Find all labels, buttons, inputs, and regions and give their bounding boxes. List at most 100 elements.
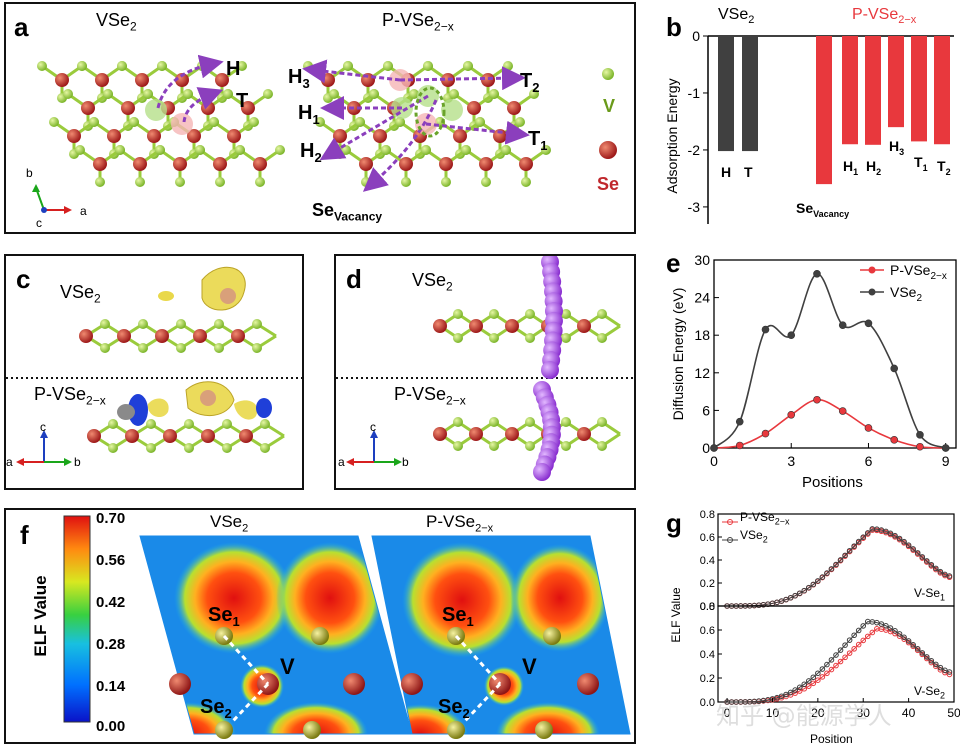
pvse2-side-chain xyxy=(87,419,285,453)
y-tick-label: 0.8 xyxy=(700,601,715,613)
v-atom xyxy=(157,61,167,71)
v-atom xyxy=(561,441,571,451)
v-atom xyxy=(423,61,433,71)
v-atom xyxy=(409,89,419,99)
profile-point xyxy=(851,646,857,652)
legend-marker-red xyxy=(868,266,876,274)
v-atom xyxy=(597,309,607,319)
v-atom xyxy=(449,89,459,99)
v-atom xyxy=(453,441,463,451)
v-atom xyxy=(525,333,535,343)
data-point xyxy=(735,417,744,426)
x-tick-label: 6 xyxy=(865,453,873,469)
v-atom xyxy=(275,145,285,155)
x-tick-label: 0 xyxy=(710,453,718,469)
panel-c-top-title: VSe2 xyxy=(60,282,101,306)
charge-blob-bottom-2 xyxy=(147,398,169,418)
profile-point xyxy=(805,683,812,689)
y-tick-label: 0.6 xyxy=(700,625,715,637)
se-atom xyxy=(201,429,215,443)
profile-point xyxy=(892,627,898,634)
y-tick-label: -1 xyxy=(688,85,701,101)
profile-point xyxy=(933,661,939,668)
profile-point xyxy=(928,657,935,664)
profile-point xyxy=(923,558,930,564)
profile-point xyxy=(896,535,903,542)
se-atom xyxy=(399,157,413,171)
v-atom xyxy=(75,145,85,155)
charge-blob-bottom-3 xyxy=(234,400,258,420)
y-tick-label: -3 xyxy=(688,199,701,215)
se-atom xyxy=(121,101,135,115)
se-atom xyxy=(173,157,187,171)
se-atom xyxy=(239,429,253,443)
data-point xyxy=(735,441,744,450)
profile-point xyxy=(869,629,876,636)
y-tick-label: 0.0 xyxy=(700,601,715,613)
axis-a-head xyxy=(64,206,72,214)
d-axis-label-c: c xyxy=(370,420,376,434)
v-atom xyxy=(175,177,185,187)
site-label-h1: H1 xyxy=(298,102,320,127)
v-atom xyxy=(135,177,145,187)
se-atom xyxy=(507,101,521,115)
v-atom xyxy=(383,61,393,71)
v-atom xyxy=(138,343,148,353)
panel-c-label: c xyxy=(16,264,31,294)
v-atom xyxy=(100,343,110,353)
panel-c-frame xyxy=(4,254,304,490)
panel-b-label: b xyxy=(666,12,682,42)
se-atom xyxy=(135,73,149,87)
profile-point xyxy=(810,581,817,588)
data-point xyxy=(710,444,718,452)
axis-c-head xyxy=(40,430,48,438)
profile-point xyxy=(837,658,844,665)
v-atom xyxy=(489,441,499,451)
v-atom xyxy=(561,417,571,427)
plot-frame xyxy=(713,259,957,449)
v-atom xyxy=(138,319,148,329)
legend-marker-red xyxy=(727,519,733,525)
profile-point xyxy=(937,568,944,575)
profile-point xyxy=(815,670,821,677)
legend-e-red: P-VSe2−x xyxy=(890,262,947,282)
panel-e-chart: 0 6 12 18 24 30 0 3 6 9 xyxy=(694,252,957,469)
v-atom xyxy=(401,177,411,187)
se-atom xyxy=(87,429,101,443)
label-se1-right: Se1 xyxy=(442,604,474,629)
v-atom xyxy=(215,177,225,187)
x-tick-label: 30 xyxy=(857,706,871,720)
panel-f-right-title: P-VSe2−x xyxy=(426,512,494,535)
profile-point xyxy=(842,642,848,648)
profile-point xyxy=(860,623,867,629)
colorbar-tick-014: 0.14 xyxy=(96,678,126,695)
profile-point xyxy=(787,594,794,601)
v-atom xyxy=(146,443,156,453)
v-atom xyxy=(155,145,165,155)
v-atom xyxy=(453,333,463,343)
profile-point xyxy=(910,642,916,648)
y-tick-label: 6 xyxy=(702,402,710,418)
panel-b-group1: VSe2 xyxy=(718,6,755,27)
v-atom xyxy=(108,419,118,429)
profile-point xyxy=(946,671,953,678)
profile-point xyxy=(805,678,812,684)
v-atom xyxy=(143,89,153,99)
panel-g-xlabel: Position xyxy=(810,732,853,746)
panel-c-bottom-title: P-VSe2−x xyxy=(34,384,106,408)
bar-t1 xyxy=(911,36,927,142)
label-v-left: V xyxy=(280,654,295,679)
se-atom xyxy=(493,129,507,143)
profile-point xyxy=(887,625,894,631)
data-point xyxy=(890,436,899,444)
se-atom xyxy=(213,157,227,171)
profile-point xyxy=(923,654,930,660)
se-atom xyxy=(453,129,467,143)
se2-atom-right xyxy=(447,721,465,739)
v-atom xyxy=(176,319,186,329)
se-atom xyxy=(55,73,69,87)
profile-point xyxy=(828,566,835,572)
profile-point xyxy=(919,554,926,560)
profile-point xyxy=(905,638,912,644)
